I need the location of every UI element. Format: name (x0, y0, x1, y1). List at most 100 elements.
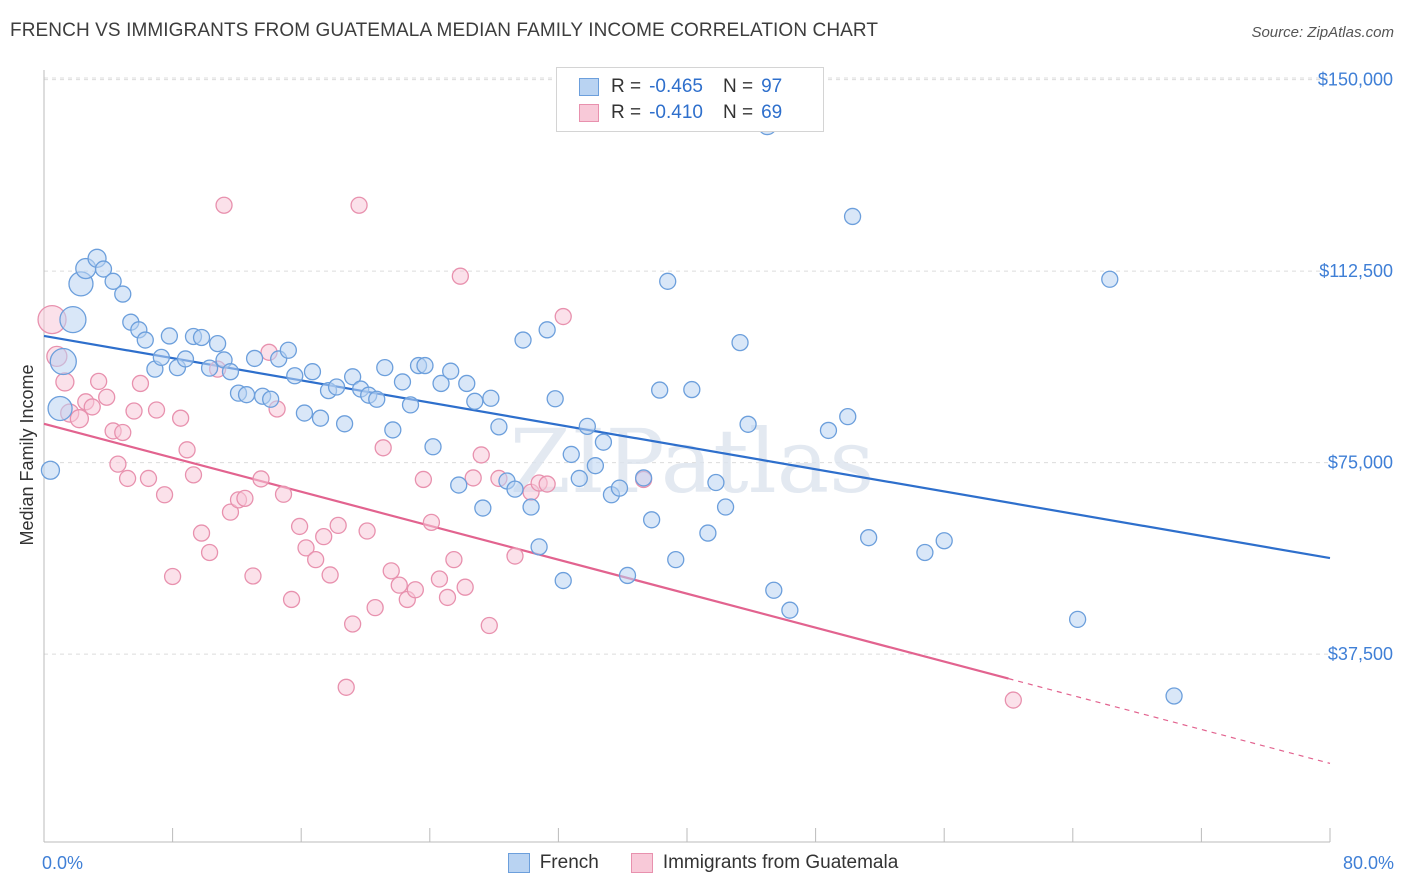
guatemala-point (178, 441, 196, 459)
french-point (208, 334, 227, 353)
french-point (667, 550, 685, 569)
french-point (843, 207, 862, 226)
french-point (634, 469, 653, 487)
guatemala-point (390, 576, 408, 594)
guatemala-point (414, 470, 433, 489)
french-point (514, 331, 532, 349)
french-point (286, 367, 304, 385)
guatemala-point (1004, 691, 1022, 709)
french-point (343, 368, 362, 386)
french-point (839, 407, 857, 426)
french-point (707, 473, 725, 492)
guatemala-point (382, 562, 400, 580)
french-n-value: 97 (761, 76, 783, 97)
guatemala-point (69, 409, 90, 429)
french-point (562, 445, 580, 464)
guatemala-point (329, 516, 347, 535)
guatemala-point (438, 588, 457, 607)
y-tick-label: $112,500 (1319, 261, 1393, 281)
french-point (262, 390, 280, 408)
source-label: Source: ZipAtlas.com (1251, 24, 1394, 41)
french-point (245, 349, 264, 368)
guatemala-point (125, 402, 143, 420)
guatemala-point (215, 196, 233, 214)
y-tick-label: $37,500 (1328, 644, 1393, 664)
french-point (1101, 270, 1119, 288)
french-point (295, 404, 314, 422)
french-point (200, 359, 219, 377)
guatemala-point (506, 547, 524, 565)
guatemala-point (337, 678, 355, 696)
guatemala-point (430, 570, 449, 588)
french-point (136, 331, 154, 349)
french-point (466, 392, 484, 410)
french-point (819, 421, 838, 440)
guatemala-point (358, 522, 376, 540)
french-point (522, 498, 540, 516)
french-point (416, 356, 434, 375)
french-point (303, 363, 322, 381)
french-point (610, 479, 629, 497)
french-point (152, 348, 170, 367)
french-point (376, 358, 394, 377)
legend-french-label: French (539, 852, 599, 873)
french-r-value: -0.465 (649, 76, 703, 97)
guatemala-point (192, 524, 211, 542)
guatemala-point (200, 543, 219, 562)
french-point (642, 511, 661, 529)
french-point (716, 498, 735, 516)
guatemala-point (282, 590, 301, 609)
guatemala-swatch (579, 104, 599, 122)
axes (43, 70, 1331, 843)
guatemala-point (538, 475, 556, 493)
french-point (859, 529, 878, 547)
y-tick-label: $75,000 (1328, 453, 1393, 473)
guatemala-point (221, 503, 240, 521)
guatemala-point (343, 615, 362, 633)
french-point (618, 566, 637, 585)
french-point (554, 571, 572, 590)
guatemala-point (139, 469, 158, 488)
guatemala-n-label: N = (722, 102, 754, 123)
french-point (458, 374, 476, 393)
french-point (1068, 610, 1087, 629)
guatemala-point (184, 466, 203, 484)
guatemala-point (109, 455, 127, 473)
french-point (335, 415, 354, 433)
french-point (311, 409, 330, 427)
guatemala-trend-line (43, 422, 1009, 680)
guatemala-point (472, 446, 490, 464)
french-n-label: N = (722, 76, 754, 97)
guatemala-point (155, 486, 174, 504)
guatemala-point (321, 566, 339, 584)
french-point (506, 480, 524, 498)
stats-box: R = -0.465 N = 97 R = -0.410 N = 69 (556, 67, 824, 132)
x-tick-label-min: 0.0% (42, 853, 84, 873)
trend-lines (43, 334, 1331, 764)
french-point (586, 457, 605, 475)
guatemala-point (252, 470, 270, 488)
french-point (442, 362, 460, 380)
french-point (104, 272, 122, 290)
stats-row-french: R = -0.465 N = 97 (579, 74, 782, 100)
french-point (384, 421, 402, 439)
french-point (594, 433, 613, 451)
guatemala-point (307, 550, 325, 569)
guatemala-point (118, 469, 137, 488)
legend-item-guatemala[interactable]: Immigrants from Guatemala (630, 852, 898, 874)
french-point (1165, 687, 1183, 705)
guatemala-point (114, 423, 132, 442)
french-point (781, 601, 799, 619)
guatemala-point (451, 267, 469, 285)
guatemala-point (554, 307, 572, 326)
legend-item-french[interactable]: French (507, 852, 599, 874)
stats-row-guatemala: R = -0.410 N = 69 (579, 100, 782, 126)
guatemala-point (366, 598, 384, 617)
guatemala-point (236, 489, 254, 507)
french-point (578, 417, 596, 435)
guatemala-r-value: -0.410 (649, 102, 703, 123)
french-point (765, 581, 783, 599)
chart-title: FRENCH VS IMMIGRANTS FROM GUATEMALA MEDI… (10, 20, 879, 41)
french-point (651, 381, 669, 399)
guatemala-point (98, 388, 116, 406)
